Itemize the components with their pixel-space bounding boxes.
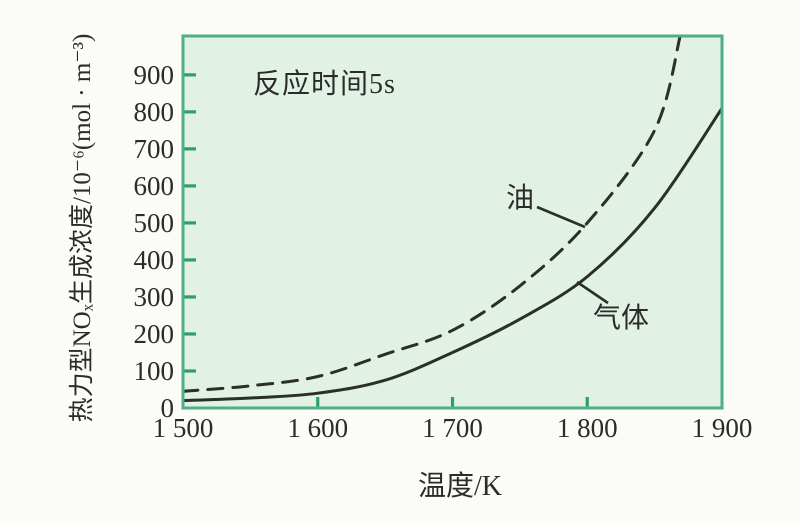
series-label-oil: 油 <box>506 183 535 214</box>
x-tick-label: 1 800 <box>556 413 618 443</box>
y-tick-label: 500 <box>133 207 175 238</box>
x-tick-label: 1 700 <box>422 413 483 443</box>
y-tick-label: 700 <box>133 133 175 164</box>
plot-frame <box>181 34 724 410</box>
leader-line-gas <box>576 280 609 305</box>
y-tick-label: 300 <box>133 281 175 312</box>
x-axis-title: 温度/K <box>417 471 502 502</box>
x-tick-label: 1 900 <box>691 413 753 443</box>
leader-line-oil <box>536 205 586 229</box>
y-tick-label: 600 <box>133 170 175 201</box>
curve-oil <box>184 37 682 393</box>
y-tick-label: 100 <box>133 355 175 386</box>
x-tick-label: 1 600 <box>287 413 349 443</box>
reaction-time-annotation: 反应时间5s <box>253 69 396 100</box>
y-tick-label: 800 <box>133 96 175 127</box>
curve-gas <box>184 107 721 403</box>
y-tick-label: 900 <box>133 59 175 90</box>
y-tick-label: 400 <box>133 244 175 275</box>
y-tick-label: 0 <box>160 393 175 423</box>
y-tick-label: 200 <box>133 318 175 349</box>
x-tick-label: 1 500 <box>152 413 214 443</box>
series-label-gas: 气体 <box>593 303 650 334</box>
